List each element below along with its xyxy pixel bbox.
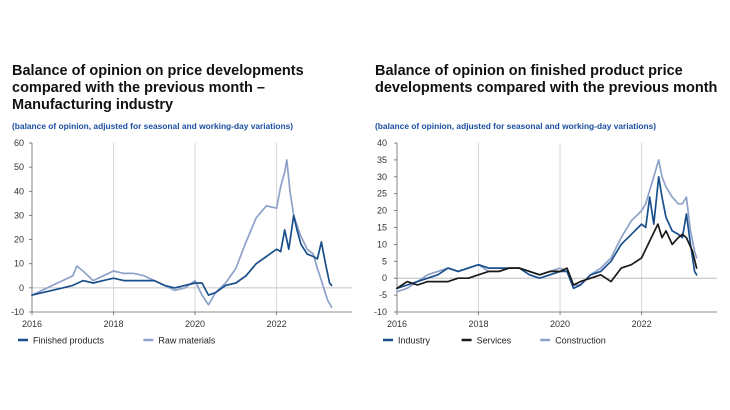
- series-line-finished-products: [31, 214, 333, 296]
- x-tick-label: 2020: [185, 319, 205, 329]
- y-tick-label: 20: [14, 235, 24, 245]
- x-tick-label: 2022: [267, 319, 287, 329]
- y-tick-label: -5: [379, 290, 387, 300]
- y-tick-label: 40: [377, 138, 387, 148]
- series-line-industry: [396, 175, 698, 290]
- y-tick-label: 5: [382, 256, 387, 266]
- y-tick-label: 20: [377, 206, 387, 216]
- legend-label-finished-products: Finished products: [33, 336, 105, 346]
- y-tick-label: -10: [374, 307, 387, 317]
- legend-label-services: Services: [477, 336, 512, 346]
- legend-label-construction: Construction: [555, 336, 606, 346]
- right-chart-subtitle: (balance of opinion, adjusted for season…: [375, 121, 657, 131]
- y-tick-label: 0: [382, 273, 387, 283]
- y-tick-label: 60: [14, 138, 24, 148]
- y-tick-label: 0: [19, 283, 24, 293]
- y-tick-label: 40: [14, 186, 24, 196]
- x-tick-label: 2018: [104, 319, 124, 329]
- x-tick-label: 2016: [22, 319, 42, 329]
- x-tick-label: 2016: [387, 319, 407, 329]
- y-tick-label: 50: [14, 162, 24, 172]
- series-line-raw-materials: [31, 159, 333, 309]
- y-tick-label: 25: [377, 189, 387, 199]
- y-tick-label: -10: [11, 307, 24, 317]
- right-chart-plot: -10 -5 0 5 10 15 20 25 30 35 40 2016 2018 2020 2022 Ind…: [374, 138, 717, 346]
- y-tick-label: 35: [377, 155, 387, 165]
- left-chart-panel: Balance of opinion on price developments…: [11, 63, 352, 346]
- x-tick-label: 2022: [632, 319, 652, 329]
- right-chart-title: Balance of opinion on finished product p…: [375, 63, 718, 96]
- y-tick-label: 30: [377, 172, 387, 182]
- y-tick-label: 15: [377, 223, 387, 233]
- y-tick-label: 30: [14, 210, 24, 220]
- y-tick-label: 10: [14, 259, 24, 269]
- x-tick-label: 2018: [469, 319, 489, 329]
- left-chart-subtitle: (balance of opinion, adjusted for season…: [12, 121, 294, 131]
- legend-label-raw-materials: Raw materials: [158, 336, 216, 346]
- left-chart-plot: -10 0 10 20 30 40 50 60 2016 2018 2020 2022 Finished…: [11, 138, 352, 346]
- y-tick-label: 10: [377, 239, 387, 249]
- right-chart-panel: Balance of opinion on finished product p…: [365, 0, 730, 410]
- series-line-services: [396, 223, 698, 290]
- x-tick-label: 2020: [550, 319, 570, 329]
- left-chart-title: Balance of opinion on price developments…: [12, 63, 304, 113]
- legend-label-industry: Industry: [398, 336, 431, 346]
